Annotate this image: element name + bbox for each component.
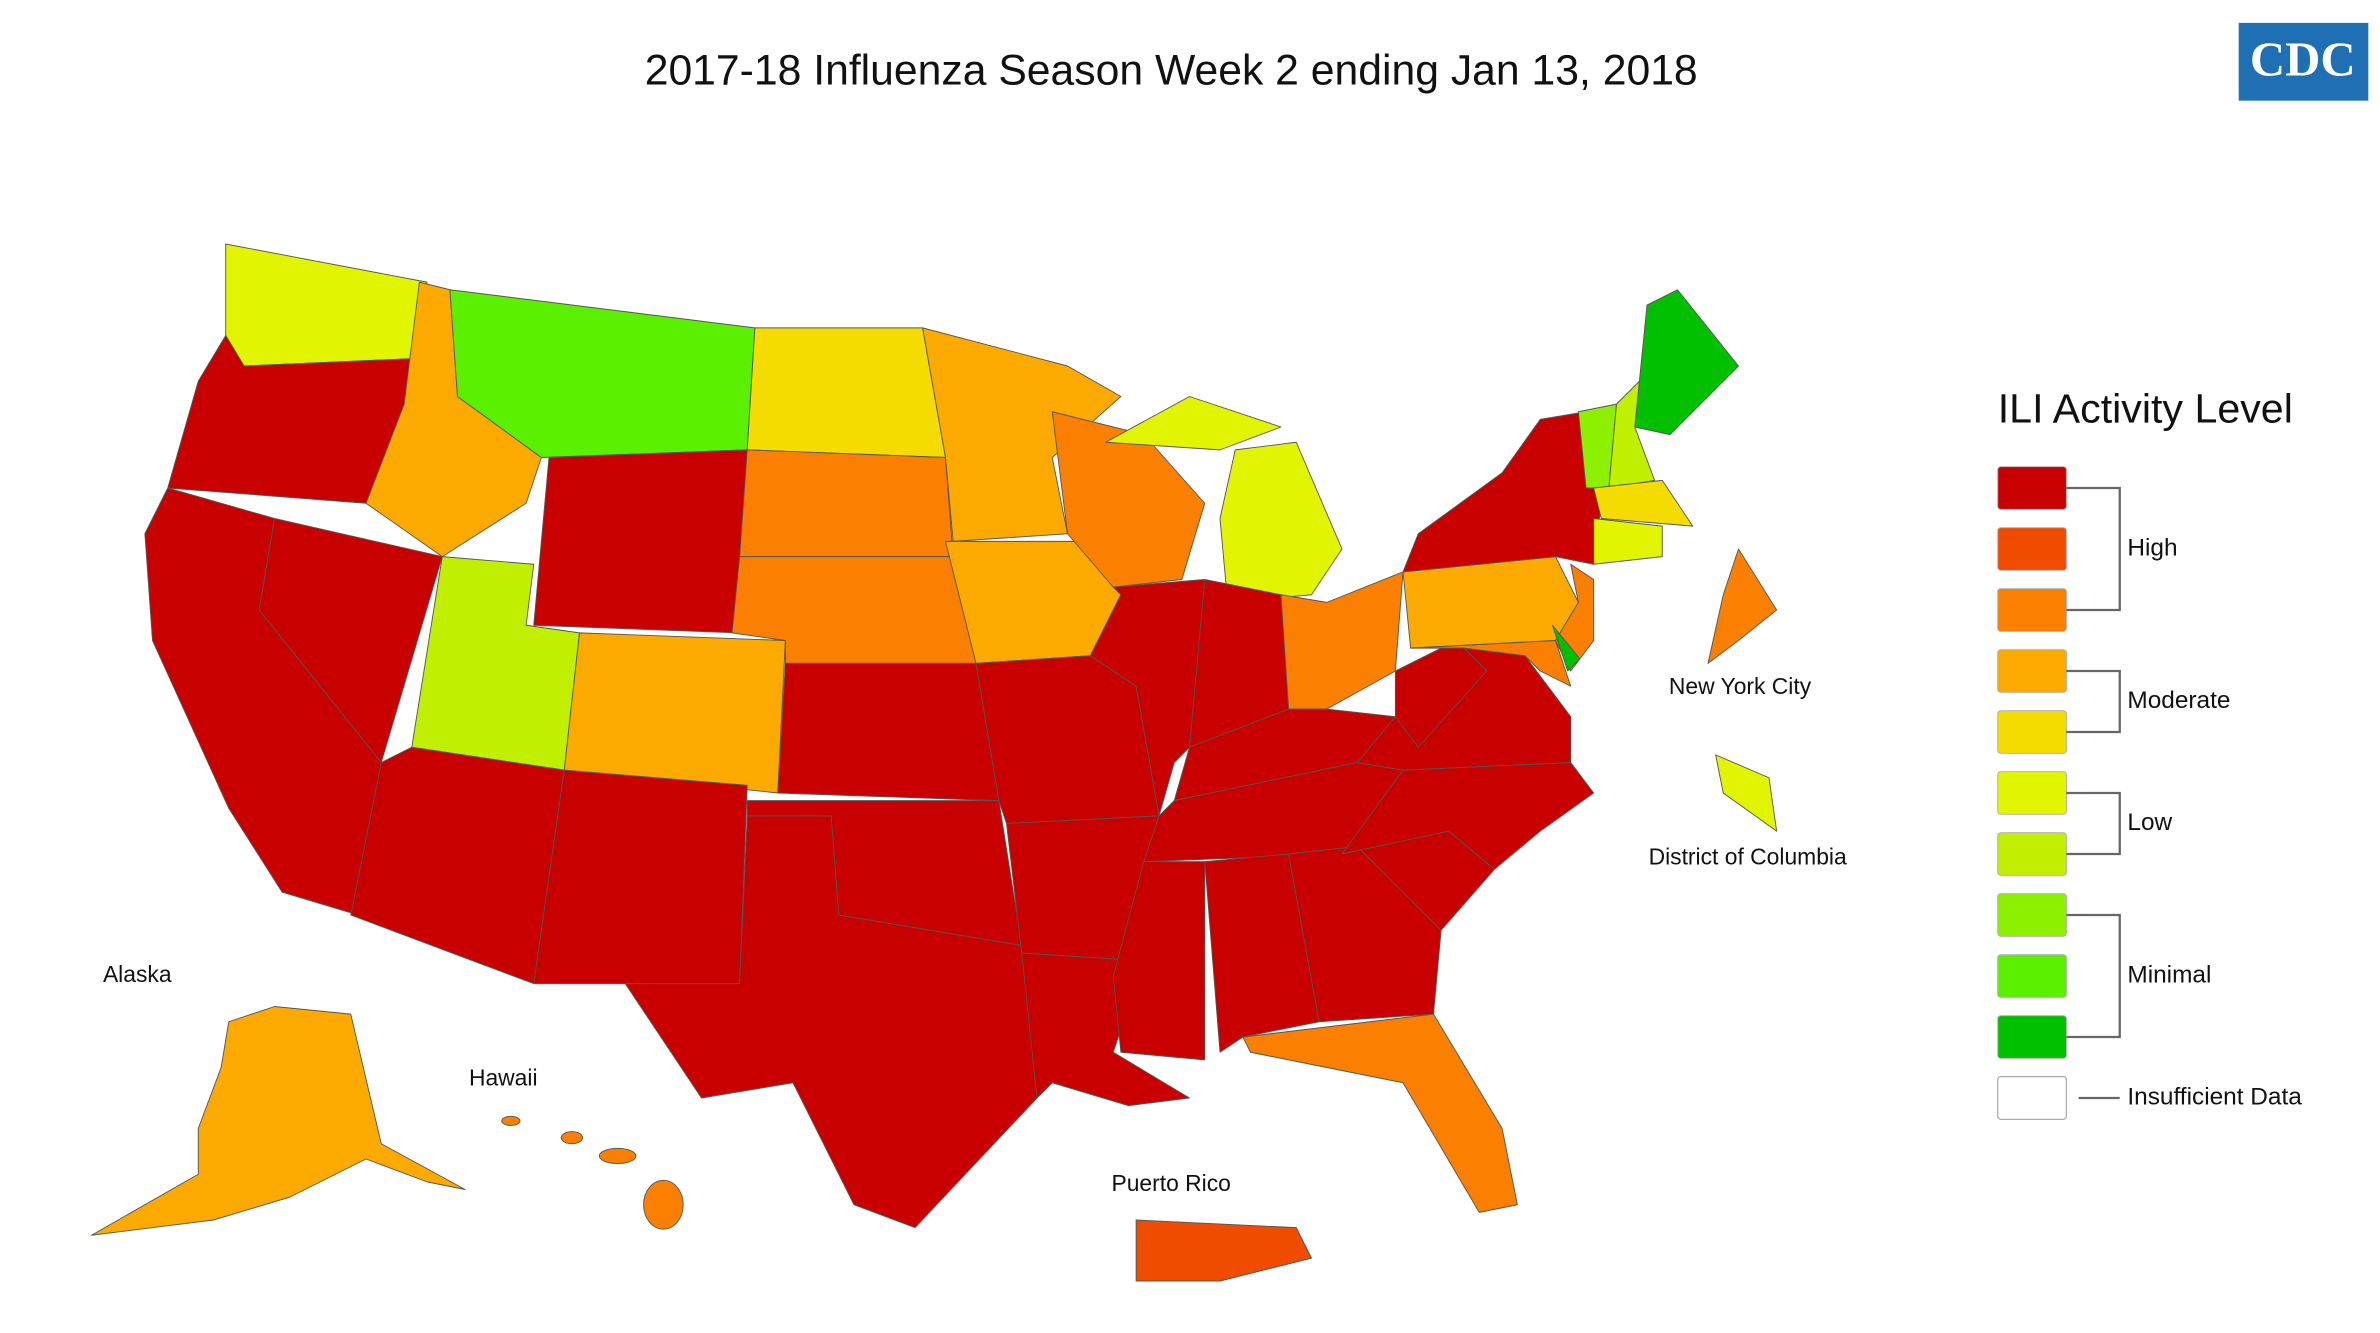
legend-swatch: [1997, 710, 2067, 754]
legend-swatch: [1997, 1015, 2067, 1059]
state: [1112, 861, 1206, 1061]
legend-label: High: [2127, 534, 2177, 561]
state: [922, 327, 1122, 542]
map-label: Alaska: [103, 961, 172, 987]
inset: [1707, 548, 1778, 664]
island: [598, 1147, 637, 1165]
logo: CDC: [2250, 32, 2356, 86]
legend-label: Moderate: [2127, 687, 2230, 714]
state: [350, 746, 565, 985]
legend: ILI Activity Level High Moderate Low Minima…: [1997, 386, 2302, 1120]
legend-label: Low: [2127, 809, 2172, 836]
map-label: Hawaii: [469, 1065, 538, 1091]
map-label: Puerto Rico: [1111, 1170, 1230, 1196]
state: [624, 815, 1038, 1229]
logo-box: [2238, 22, 2369, 101]
legend-label: Insufficient Data: [2127, 1083, 2302, 1110]
state: [563, 632, 786, 794]
state: [1551, 624, 1581, 672]
state: [777, 662, 1000, 802]
state: [91, 1006, 466, 1236]
legend-swatch: [1997, 1076, 2067, 1120]
legend-bracket: [2066, 669, 2121, 734]
island: [501, 1115, 521, 1126]
legend-swatch: [1997, 954, 2067, 998]
state: [1402, 556, 1579, 649]
state: [746, 327, 946, 458]
legend-title: ILI Activity Level: [1998, 386, 2293, 432]
state: [1634, 289, 1739, 436]
legend-swatch: [1997, 527, 2067, 571]
territory: [1135, 1219, 1312, 1282]
title: 2017-18 Influenza Season Week 2 ending J…: [645, 46, 1698, 94]
legend-swatch: [1997, 649, 2067, 693]
canvas: 2017-18 Influenza Season Week 2 ending J…: [91, 22, 2369, 1282]
legend-swatch: [1997, 588, 2067, 632]
legend-label: Minimal: [2127, 961, 2211, 988]
legend-bracket: [2066, 486, 2121, 612]
legend-swatch: [1997, 771, 2067, 815]
legend-bracket: [2066, 913, 2121, 1039]
state: [1204, 853, 1320, 1053]
state: [1219, 441, 1343, 603]
state: [1593, 479, 1694, 527]
state: [739, 449, 954, 558]
state: [533, 449, 748, 634]
state: [1402, 411, 1602, 573]
island: [560, 1131, 584, 1145]
inset: [1715, 754, 1778, 832]
state: [533, 769, 748, 985]
state: [1105, 396, 1282, 451]
map: [91, 243, 1778, 1282]
legend-bracket: [2066, 791, 2121, 856]
state: [1608, 380, 1656, 489]
map-label: New York City: [1669, 673, 1812, 699]
island: [643, 1179, 684, 1230]
state: [225, 243, 428, 367]
map-label: District of Columbia: [1649, 844, 1847, 870]
state: [1593, 518, 1663, 565]
legend-swatch: [1997, 466, 2067, 510]
state: [1288, 845, 1442, 1023]
state: [1242, 1013, 1518, 1213]
legend-swatch: [1997, 832, 2067, 876]
legend-swatch: [1997, 893, 2067, 937]
